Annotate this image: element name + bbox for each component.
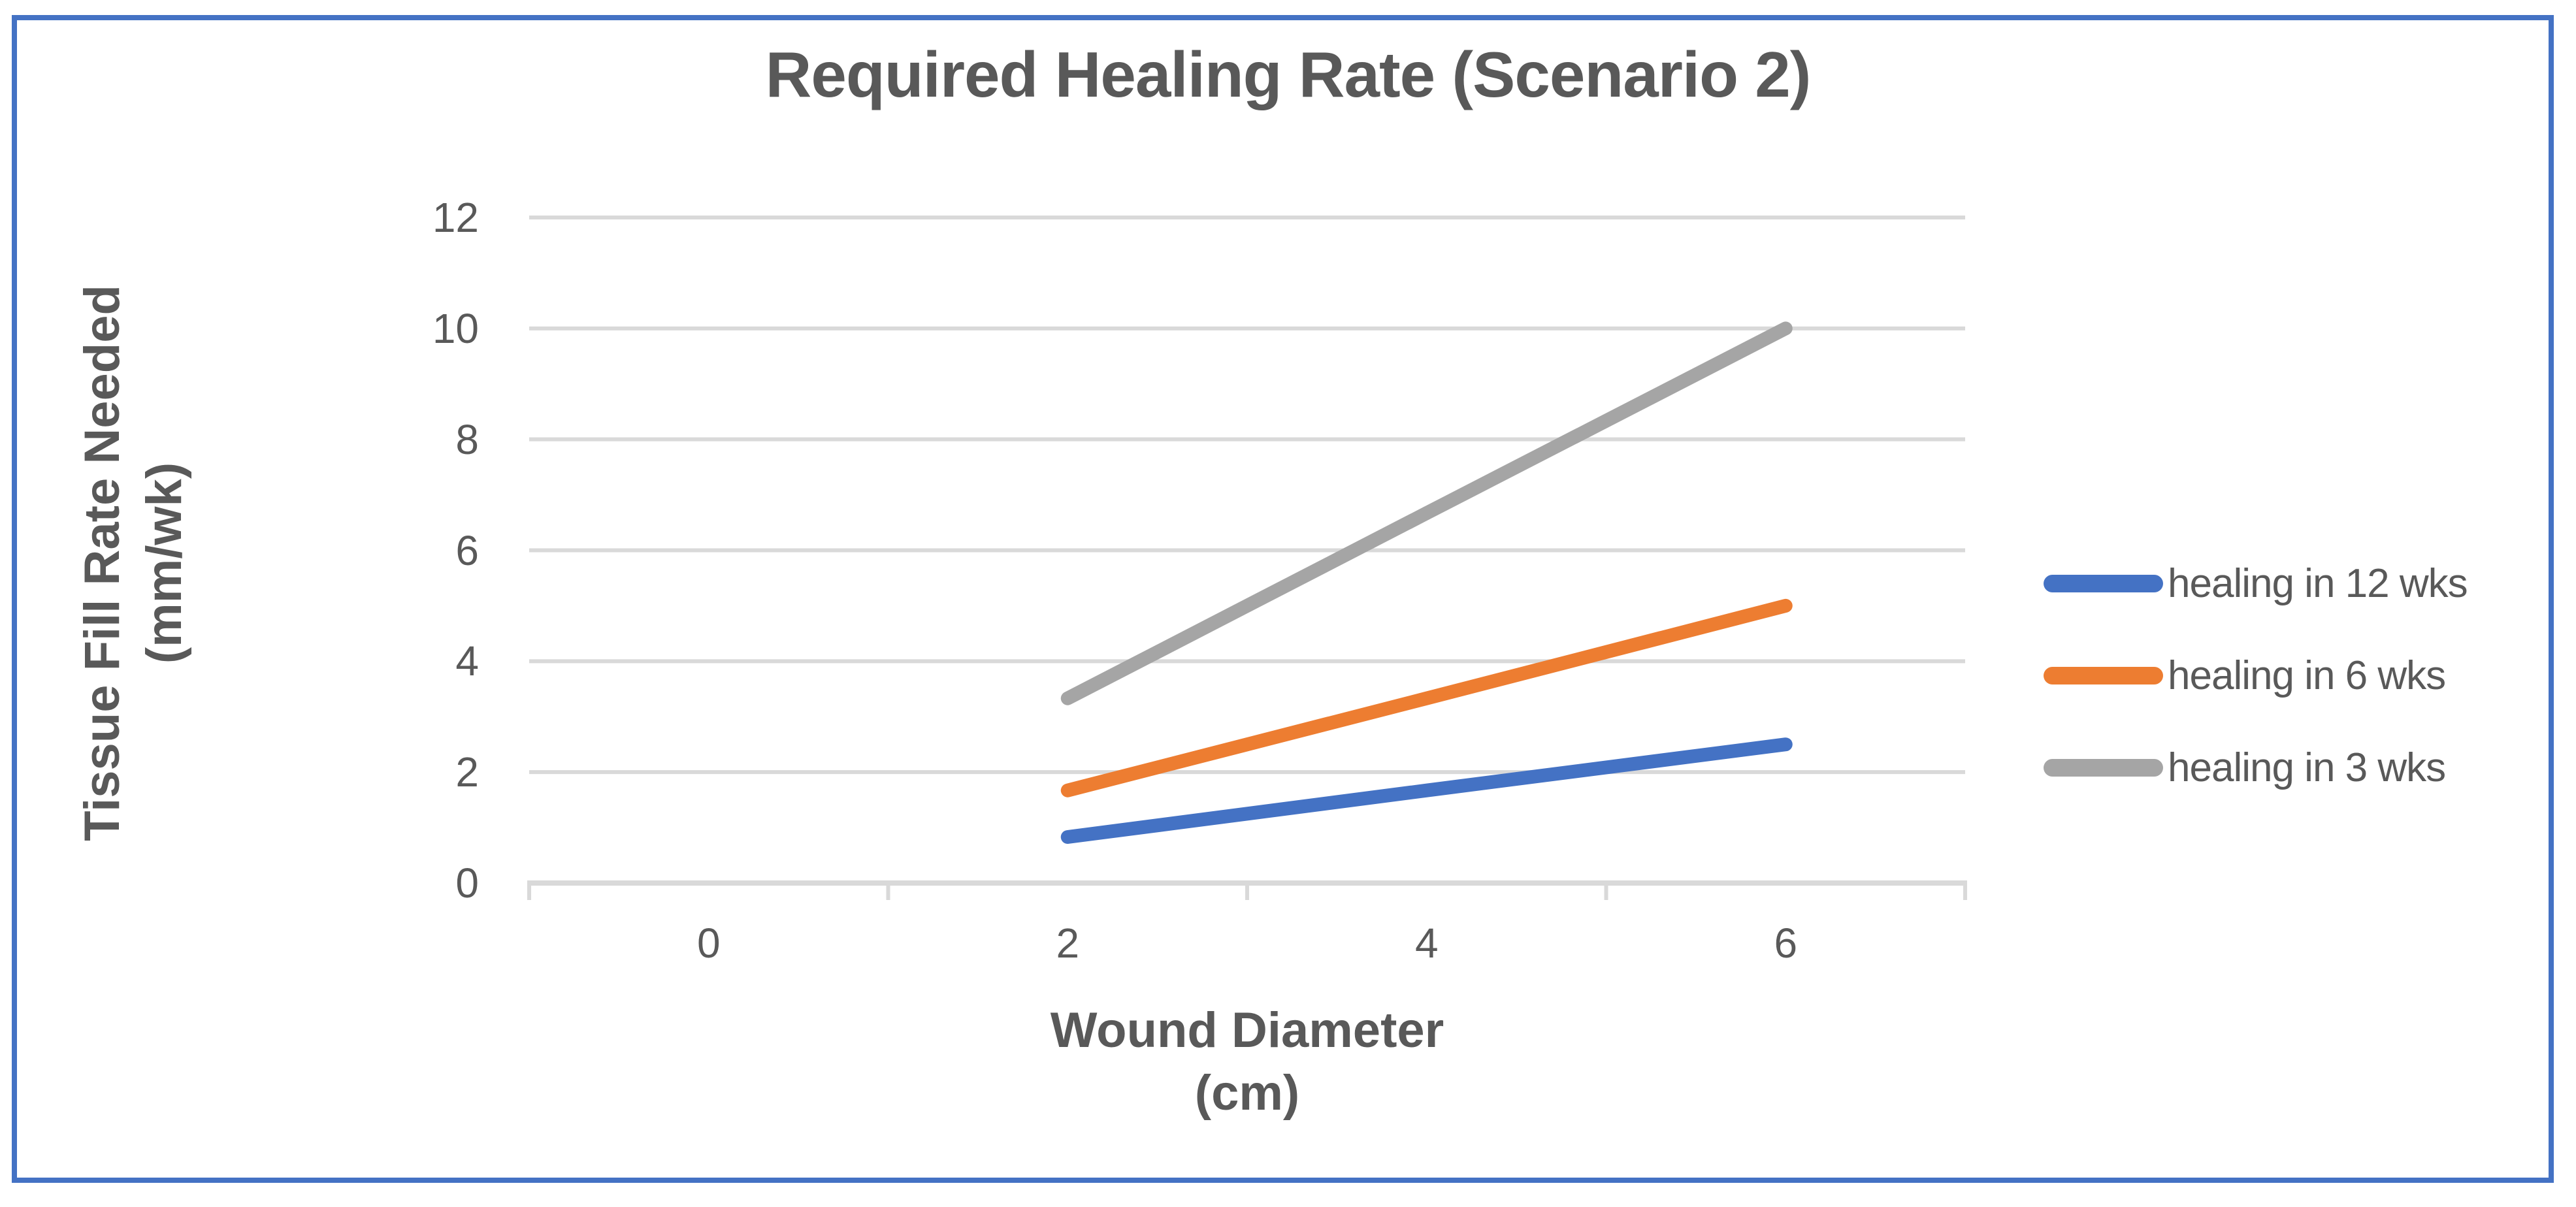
x-axis-title-line-1: Wound Diameter	[1050, 1003, 1444, 1058]
y-tick-label-2: 2	[455, 748, 479, 796]
x-tick-label-0: 0	[696, 920, 721, 967]
y-tick-label-6: 6	[455, 526, 479, 574]
legend-label: healing in 12 wks	[2168, 560, 2468, 606]
series-line-healing-in-3-wks	[1060, 321, 1793, 705]
legend-item-healing-in-3-wks: healing in 3 wks	[2044, 740, 2446, 795]
y-axis-title: Tissue Fill Rate Needed (mm/wk)	[71, 285, 195, 841]
x-tick-label-4: 4	[1414, 920, 1439, 967]
legend-line-marker-icon	[2044, 574, 2163, 592]
x-tick-label-2: 2	[1056, 920, 1080, 967]
x-axis-title: Wound Diameter (cm)	[529, 999, 1965, 1125]
y-tick-label-12: 12	[432, 194, 479, 241]
x-axis-title-line-2: (cm)	[1194, 1065, 1300, 1121]
legend-label: healing in 3 wks	[2168, 745, 2446, 790]
y-axis-title-line-1: Tissue Fill Rate Needed	[74, 285, 130, 841]
y-tick-label-0: 0	[455, 860, 479, 907]
x-tick-label-6: 6	[1774, 920, 1798, 967]
series-line-healing-in-12-wks	[1060, 737, 1793, 845]
y-axis-title-line-2: (mm/wk)	[137, 462, 192, 664]
legend-line-marker-icon	[2044, 666, 2163, 684]
legend: healing in 12 wks healing in 6 wks healing…	[2044, 0, 2560, 1207]
legend-line-marker-icon	[2044, 758, 2163, 777]
legend-item-healing-in-12-wks: healing in 12 wks	[2044, 556, 2468, 611]
y-tick-label-10: 10	[432, 304, 479, 352]
y-tick-label-4: 4	[455, 637, 479, 685]
legend-label: healing in 6 wks	[2168, 652, 2446, 698]
chart-frame-border	[12, 15, 2554, 1183]
series-line-healing-in-6-wks	[1060, 598, 1793, 797]
chart-title: Required Healing Rate (Scenario 2)	[765, 39, 1812, 110]
y-tick-label-8: 8	[455, 415, 479, 463]
legend-item-healing-in-6-wks: healing in 6 wks	[2044, 648, 2446, 703]
